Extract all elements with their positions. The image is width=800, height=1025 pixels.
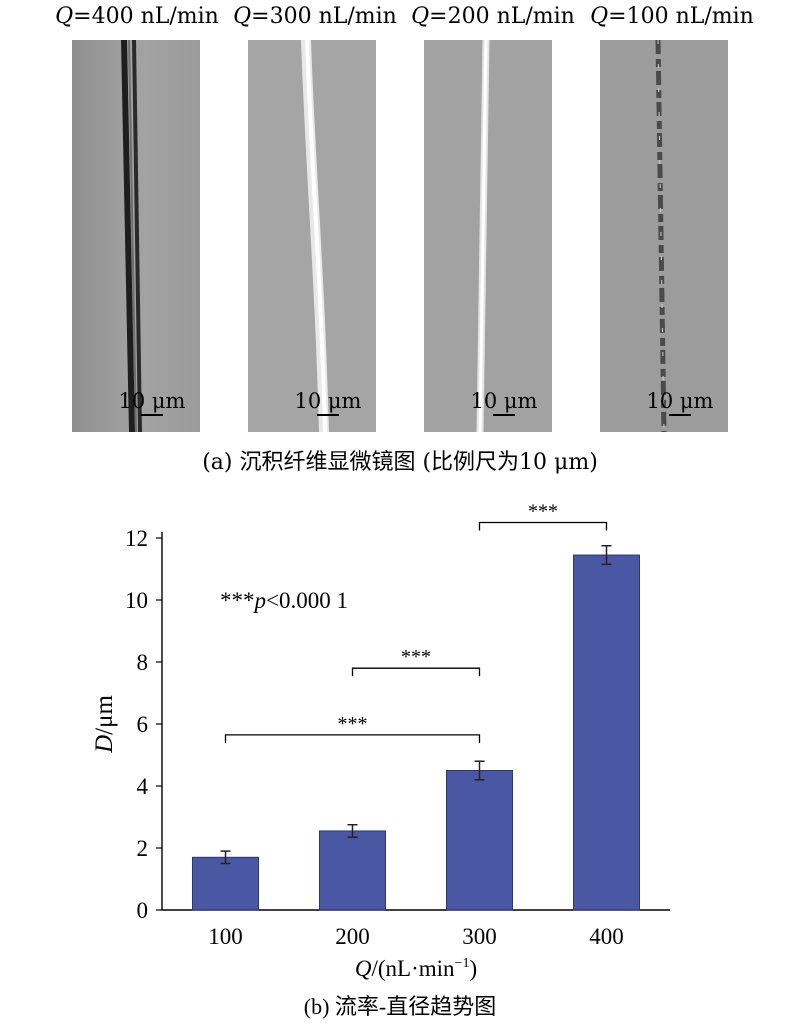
fiber-image-400	[72, 40, 200, 432]
y-tick-label: 8	[137, 650, 149, 675]
micrograph-200: 10 μm	[424, 40, 552, 432]
fiber-image-200	[424, 40, 552, 432]
micrograph-title-300: Q=300 nL/min	[233, 4, 397, 29]
y-axis-label: D/μm	[91, 695, 118, 754]
scale-bar-400: 10 μm	[118, 389, 186, 416]
significance-label: ***	[528, 501, 558, 523]
micrograph-300: 10 μm	[248, 40, 376, 432]
bar-400	[573, 554, 640, 911]
x-tick-label: 100	[208, 924, 243, 949]
micrograph-400: 10 μm	[72, 40, 200, 432]
fiber-image-300	[248, 40, 376, 432]
bar-300	[446, 770, 513, 911]
significance-label: ***	[401, 646, 431, 668]
micrograph-title-400: Q=400 nL/min	[55, 4, 219, 29]
significance-bracket	[478, 521, 608, 531]
y-tick-label: 10	[125, 588, 148, 613]
p-value-annotation: ***p<0.000 1	[220, 588, 348, 613]
significance-bracket	[224, 734, 481, 743]
y-tick-label: 12	[125, 526, 148, 551]
micrograph-title-100: Q=100 nL/min	[590, 4, 754, 29]
x-axis-label: Q/(nL·min−1)	[355, 956, 477, 981]
bar-200	[319, 830, 386, 911]
micrograph-100: 10 μm	[600, 40, 728, 432]
scale-bar-200: 10 μm	[470, 389, 538, 416]
significance-label: ***	[338, 713, 368, 735]
bar-100	[192, 856, 259, 911]
panel-a-caption: (a) 沉积纤维显微镜图 (比例尺为10 μm)	[202, 450, 598, 475]
y-tick-label: 0	[137, 898, 149, 923]
x-tick-label: 300	[462, 924, 497, 949]
x-tick-label: 200	[335, 924, 370, 949]
micrograph-title-200: Q=200 nL/min	[411, 4, 575, 29]
y-tick-label: 6	[137, 712, 149, 737]
significance-bracket	[351, 667, 481, 677]
scale-bar-100: 10 μm	[646, 389, 714, 416]
fiber-image-100	[600, 40, 728, 432]
x-tick-label: 400	[589, 924, 624, 949]
y-tick-label: 2	[137, 836, 149, 861]
flow-diameter-chart: 0 2 4 6 8 10 12 100 200 300 400 *** *** *** ***p<0.000…	[91, 501, 670, 1019]
panel-b-caption: (b) 流率-直径趋势图	[304, 994, 496, 1019]
scale-bar-300: 10 μm	[294, 389, 362, 416]
y-tick-label: 4	[137, 774, 149, 799]
